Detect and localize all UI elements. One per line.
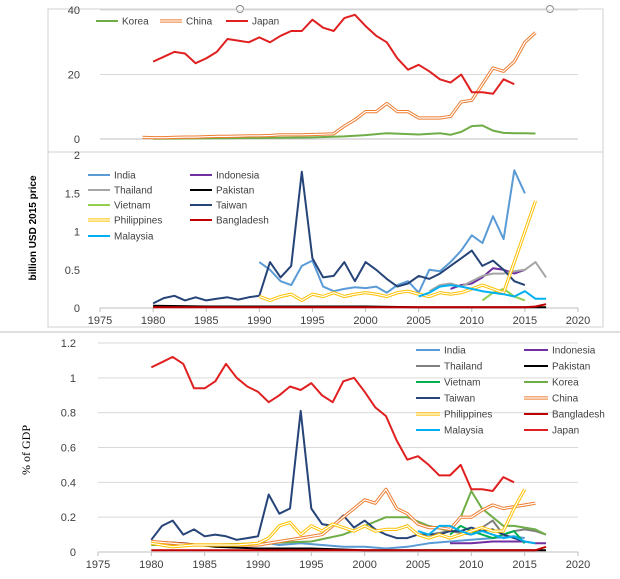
legend-1-malaysia-label: Malaysia: [114, 232, 154, 243]
bottom-ylabel: % of GDP: [19, 425, 33, 475]
legend-0-korea-label: Korea: [122, 17, 149, 28]
xtick-label-2-5: 2000: [352, 559, 376, 571]
ytick-label-2-4: 0.8: [61, 408, 76, 420]
legend-2-india-label: India: [444, 346, 466, 357]
top-chart-frame[interactable]: [47, 8, 604, 153]
legend-2-pakistan-label: Pakistan: [552, 362, 590, 373]
xtick-label-2-9: 2020: [566, 559, 590, 571]
legend-2-indonesia-label: Indonesia: [552, 346, 596, 357]
ytick-label-0-2: 40: [68, 5, 80, 17]
resize-handle-top-right[interactable]: [546, 5, 554, 13]
legend-2-vietnam-label: Vietnam: [444, 378, 481, 389]
ytick-label-2-5: 1: [70, 373, 76, 385]
series-line-1-india: [258, 169, 526, 294]
xtick-label-2-7: 2010: [459, 559, 483, 571]
bottom-chart: 0 0.2 0.4 0.6 0.8 1 1.2 1975 1980 1985 1990 1995 200…: [61, 338, 605, 571]
xtick-label-2-6: 2005: [406, 559, 430, 571]
legend-2-thailand-label: Thailand: [444, 362, 482, 373]
legend-1-bangladesh-label: Bangladesh: [216, 216, 269, 227]
xtick-label-2-0: 1975: [86, 559, 110, 571]
ytick-label-0-0: 0: [74, 134, 80, 146]
series-line-2-vietnam: [449, 524, 526, 544]
series-line-2-philippines-core: [151, 489, 526, 548]
xtick-label-1-6: 2005: [406, 315, 430, 327]
series-line-1-thailand: [428, 261, 547, 293]
series-line-1-philippines-core: [259, 200, 537, 301]
xtick-label-1-5: 2000: [353, 315, 377, 327]
legend-2-taiwan-label: Taiwan: [444, 394, 475, 405]
xtick-label-2-2: 1985: [192, 559, 216, 571]
ytick-label-2-2: 0.4: [61, 477, 76, 489]
ytick-label-2-3: 0.6: [61, 443, 76, 455]
top-chart: 0 20 40 Korea China Japan: [68, 5, 578, 146]
xtick-label-1-0: 1975: [88, 315, 112, 327]
ytick-label-1-2: 1: [74, 227, 80, 239]
xtick-label-1-7: 2010: [460, 315, 484, 327]
legend-1-taiwan-label: Taiwan: [216, 201, 247, 212]
ytick-label-2-6: 1.2: [61, 338, 76, 350]
xtick-label-1-3: 1990: [247, 315, 271, 327]
ytick-label-2-0: 0: [70, 547, 76, 559]
xtick-label-2-4: 1995: [299, 559, 323, 571]
ytick-label-1-4: 2: [74, 150, 80, 162]
series-line-0-korea: [153, 124, 536, 140]
ytick-label-1-0: 0: [74, 303, 80, 315]
xtick-label-2-1: 1980: [139, 559, 163, 571]
resize-handle-top-center[interactable]: [236, 5, 244, 13]
series-line-0-china-core: [142, 32, 536, 139]
legend-2-philippines-label: Philippines: [444, 410, 492, 421]
xtick-label-1-4: 1995: [300, 315, 324, 327]
xtick-label-1-2: 1985: [194, 315, 218, 327]
middle-chart-frame[interactable]: [47, 151, 604, 328]
xtick-label-1-9: 2020: [566, 315, 590, 327]
ytick-label-0-1: 20: [68, 70, 80, 82]
series-line-1-malaysia: [418, 284, 547, 300]
legend-2-china-label: China: [552, 394, 579, 405]
xtick-label-2-3: 1990: [246, 559, 270, 571]
series-line-1-taiwan: [152, 170, 526, 305]
xtick-label-2-8: 2015: [512, 559, 536, 571]
xtick-label-1-1: 1980: [141, 315, 165, 327]
legend-1-vietnam-label: Vietnam: [114, 201, 151, 212]
series-line-0-japan: [152, 13, 515, 95]
legend-0-china-label: China: [186, 17, 213, 28]
legend-1-pakistan-label: Pakistan: [216, 186, 254, 197]
series-line-2-japan: [150, 355, 515, 492]
legend-2-japan-label: Japan: [552, 426, 579, 437]
ytick-label-1-1: 0.5: [65, 265, 80, 277]
ytick-label-1-3: 1.5: [65, 188, 80, 200]
series-line-1-bangladesh: [153, 303, 547, 309]
legend-1-philippines-label: Philippines: [114, 216, 162, 227]
legend-2-korea-label: Korea: [552, 378, 579, 389]
legend-1-indonesia-label: Indonesia: [216, 171, 260, 182]
middle-chart: 0 0.5 1 1.5 2 1975 1980 1985 1990 1995 2000 2005 201…: [65, 150, 591, 327]
shared-ylabel: billion USD 2015 price: [28, 175, 39, 280]
ytick-label-2-1: 0.2: [61, 512, 76, 524]
series-line-2-india: [257, 535, 525, 550]
legend-2-bangladesh-label: Bangladesh: [552, 410, 605, 421]
xtick-label-1-8: 2015: [513, 315, 537, 327]
legend-2-malaysia-label: Malaysia: [444, 426, 484, 437]
series-line-2-bangladesh: [151, 545, 547, 552]
legend-0-japan-label: Japan: [252, 17, 279, 28]
legend-1-thailand-label: Thailand: [114, 186, 152, 197]
legend-1-india-label: India: [114, 171, 136, 182]
series-line-2-malaysia: [417, 524, 536, 545]
